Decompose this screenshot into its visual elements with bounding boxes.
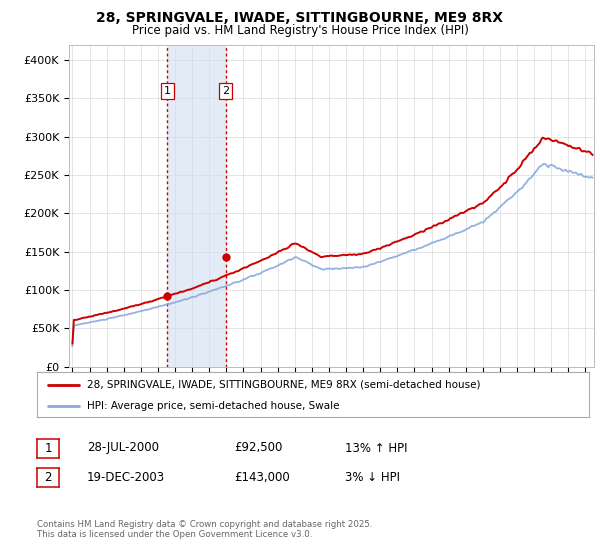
- Text: 2: 2: [44, 471, 52, 484]
- Text: 28-JUL-2000: 28-JUL-2000: [87, 441, 159, 455]
- Text: 1: 1: [44, 442, 52, 455]
- Text: 19-DEC-2003: 19-DEC-2003: [87, 470, 165, 484]
- Text: 28, SPRINGVALE, IWADE, SITTINGBOURNE, ME9 8RX: 28, SPRINGVALE, IWADE, SITTINGBOURNE, ME…: [97, 11, 503, 25]
- Text: 2: 2: [222, 86, 229, 96]
- Text: 28, SPRINGVALE, IWADE, SITTINGBOURNE, ME9 8RX (semi-detached house): 28, SPRINGVALE, IWADE, SITTINGBOURNE, ME…: [87, 380, 481, 390]
- Text: 3% ↓ HPI: 3% ↓ HPI: [345, 470, 400, 484]
- Text: HPI: Average price, semi-detached house, Swale: HPI: Average price, semi-detached house,…: [87, 401, 340, 411]
- Text: 13% ↑ HPI: 13% ↑ HPI: [345, 441, 407, 455]
- Text: Price paid vs. HM Land Registry's House Price Index (HPI): Price paid vs. HM Land Registry's House …: [131, 24, 469, 36]
- Bar: [167, 45, 226, 367]
- Text: 1: 1: [164, 86, 171, 96]
- Text: Contains HM Land Registry data © Crown copyright and database right 2025.
This d: Contains HM Land Registry data © Crown c…: [37, 520, 373, 539]
- Text: £92,500: £92,500: [234, 441, 283, 455]
- Text: £143,000: £143,000: [234, 470, 290, 484]
